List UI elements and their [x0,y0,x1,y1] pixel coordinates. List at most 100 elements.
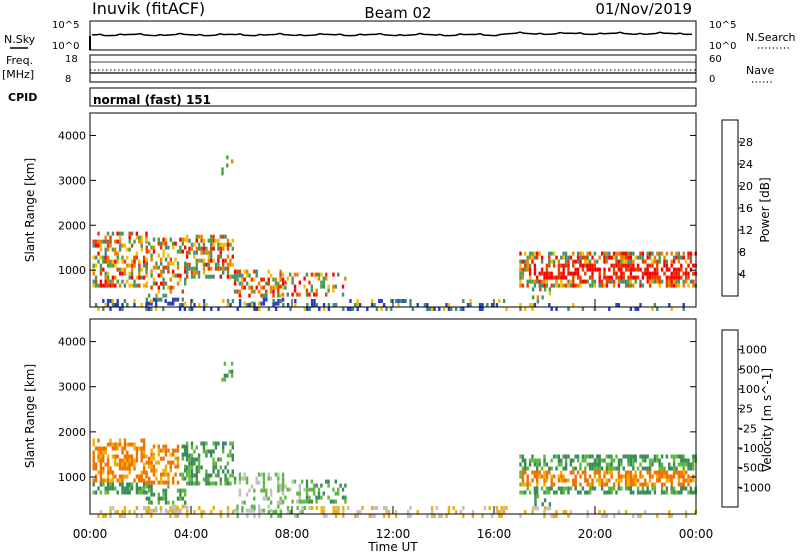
power-cell [591,283,594,288]
velocity-cell [147,510,151,514]
velocity-cell [430,506,434,510]
power-cell [543,275,546,280]
velocity-cell [596,458,599,463]
velocity-cell [341,495,345,500]
velocity-cell [190,457,194,462]
velocity-cell [342,514,345,518]
velocity-cell [692,478,695,483]
power-cell [277,285,280,290]
velocity-cell [543,482,546,487]
velocity-cell [682,482,685,487]
velocity-cell [660,474,664,479]
velocity-cell [680,474,683,479]
power-cell [622,271,625,276]
power-cell [284,280,287,285]
power-cell [658,279,661,284]
velocity-cell [337,510,340,514]
velocity-cell [612,458,616,463]
velocity-cell [135,446,139,451]
power-cell [533,255,537,260]
velocity-cell [692,462,695,467]
velocity-cell [253,506,256,510]
velocity-cell [548,506,552,511]
power-cell [281,281,285,286]
velocity-cell [684,462,688,467]
velocity-cell [438,514,441,518]
velocity-cell [600,466,604,471]
velocity-cell [150,452,153,457]
velocity-cell [142,454,146,459]
power-cell [639,283,642,288]
velocity-cell [197,481,201,486]
power-cell [253,277,256,282]
velocity-cell [164,464,168,469]
power-cell [639,255,642,260]
velocity-cell [185,449,189,454]
power-cell [224,258,227,263]
velocity-cell [231,445,234,450]
power-cell [548,271,551,276]
velocity-cell [246,514,249,518]
velocity-cell [128,454,131,459]
velocity-cell [145,480,148,485]
x-tick-label: 04:00 [174,527,209,541]
velocity-cell [646,490,649,495]
velocity-cell [123,466,127,471]
velocity-cell [680,482,683,487]
velocity-cell [154,506,158,510]
power-cell [94,239,98,244]
power-cell [486,303,489,307]
velocity-cell [615,454,618,459]
power-cell [682,251,685,256]
power-cell [217,262,220,267]
power-cell [579,251,582,256]
velocity-cell [610,474,613,479]
power-cell [612,267,616,272]
velocity-cell [212,441,215,446]
velocity-cell [102,514,105,518]
velocity-cell [462,506,465,510]
power-cell [148,293,151,298]
power-cell [651,275,654,280]
velocity-cell [584,458,587,463]
velocity-cell [179,488,182,493]
power-cell [190,266,194,271]
power-cell [238,281,242,286]
velocity-cell [644,478,647,483]
velocity-cell [114,462,117,467]
velocity-cell [576,458,580,463]
velocity-cell [670,478,673,483]
power-cell [133,255,136,260]
velocity-colorbar-tick-label: 100 [739,383,760,396]
power-cell [356,307,359,311]
power-cell [236,289,239,294]
velocity-cell [574,454,577,459]
power-cell [528,267,532,272]
velocity-cell [281,476,285,481]
power-cell [617,251,621,256]
power-cell [265,293,268,298]
velocity-cell [550,514,553,518]
power-cell [145,245,148,250]
power-cell [179,249,182,254]
velocity-cell [92,490,95,495]
velocity-cell [552,454,556,459]
velocity-cell [373,506,376,510]
power-cell [279,269,282,274]
velocity-cell [548,486,551,491]
power-cell [126,263,129,268]
velocity-cell [584,454,587,459]
velocity-cell [617,474,621,479]
velocity-cell [102,454,105,459]
velocity-cell [543,454,546,459]
velocity-cell [128,482,131,487]
power-cell [646,275,649,280]
power-cell [627,251,630,256]
velocity-cell [148,496,151,501]
power-cell [157,273,160,278]
power-cell [692,279,695,284]
velocity-cell [265,496,268,501]
velocity-cell [193,449,196,454]
power-cell [454,307,458,311]
power-cell [315,303,319,307]
